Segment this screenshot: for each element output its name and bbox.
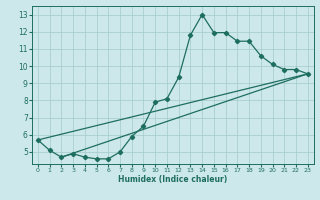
X-axis label: Humidex (Indice chaleur): Humidex (Indice chaleur)	[118, 175, 228, 184]
